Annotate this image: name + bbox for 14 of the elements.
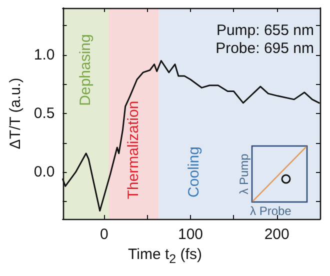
band-label: Dephasing	[77, 34, 94, 106]
x-axis-title: Time t$_{2}$ (fs)	[127, 246, 203, 266]
band-label: Cooling	[186, 146, 203, 198]
x-tick-label: 200	[264, 226, 290, 243]
y-axis-title: ΔT/T (a.u.)	[7, 78, 24, 150]
y-tick-label: 0.5	[34, 105, 55, 122]
annotation: Pump: 655 nm Probe: 695 nm	[216, 22, 314, 58]
x-tick-label: 100	[178, 226, 204, 243]
y-tick-label: 0.0	[34, 164, 55, 181]
band-label: Thermalization	[125, 100, 142, 200]
annotation: λ Pump	[237, 154, 251, 194]
x-tick-label: 0	[100, 226, 108, 243]
y-tick-label: 1.0	[34, 46, 55, 64]
annotation: λ Probe	[250, 204, 292, 218]
